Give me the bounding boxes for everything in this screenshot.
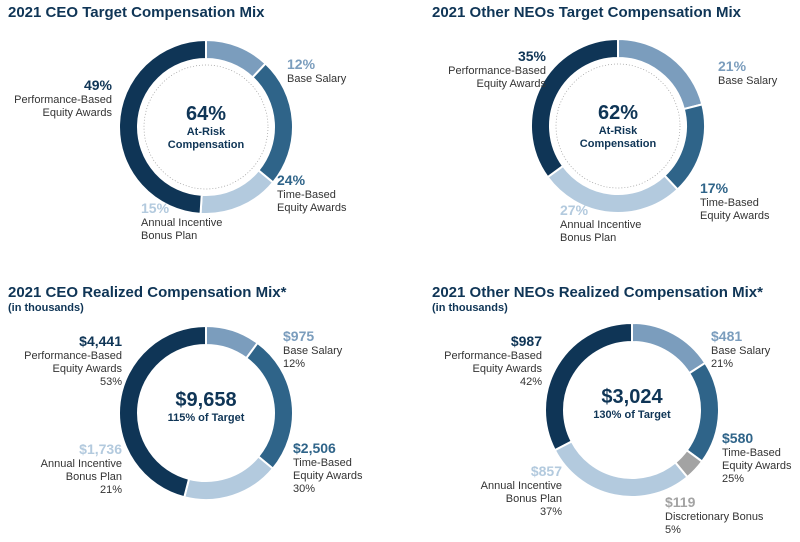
value-label: $119 bbox=[665, 494, 696, 510]
value-label: $4,441 bbox=[79, 333, 122, 349]
value-label: 27% bbox=[560, 202, 589, 218]
percent-label: 5% bbox=[665, 524, 681, 536]
segment-label: $119 Discretionary Bonus 5% bbox=[665, 494, 763, 537]
center-value: $3,024 bbox=[601, 386, 663, 408]
center-caption: 115% of Target bbox=[167, 412, 245, 424]
percent-label: 12% bbox=[283, 358, 306, 370]
segment-label: $987 Performance-Based Equity Awards 42% bbox=[444, 333, 542, 389]
value-label: 12% bbox=[287, 56, 316, 72]
value-label: $857 bbox=[530, 463, 562, 479]
donut-segment bbox=[631, 321, 707, 375]
center-value: $9,658 bbox=[175, 389, 237, 411]
percent-label: 21% bbox=[99, 484, 122, 496]
segment-label: 12% Base Salary bbox=[287, 56, 346, 86]
chart-title: 2021 Other NEOs Realized Compensation Mi… bbox=[432, 284, 763, 301]
segment-label: $975 Base Salary 12% bbox=[283, 328, 342, 371]
category-label: Annual Incentive Bonus Plan bbox=[560, 219, 642, 244]
category-label: Performance-Based Equity Awards bbox=[444, 350, 542, 375]
category-label: Base Salary bbox=[718, 75, 778, 87]
category-label: Discretionary Bonus bbox=[665, 511, 764, 523]
donut-segment bbox=[544, 321, 633, 452]
center-value: 64% bbox=[185, 103, 227, 125]
value-label: $975 bbox=[283, 328, 315, 344]
category-label: Annual Incentive Bonus Plan bbox=[40, 458, 122, 483]
category-label: Annual Incentive Bonus Plan bbox=[141, 217, 223, 242]
chart-title: 2021 CEO Realized Compensation Mix* bbox=[8, 284, 287, 301]
center-text: 64% At-Risk Compensation bbox=[136, 102, 276, 152]
segment-label: 35% Performance-Based Equity Awards bbox=[448, 48, 546, 91]
center-text: 62% At-Risk Compensation bbox=[548, 101, 688, 151]
segment-label: 15% Annual Incentive Bonus Plan bbox=[141, 200, 222, 243]
value-label: 21% bbox=[718, 58, 747, 74]
segment-label: 49% Performance-Based Equity Awards bbox=[14, 77, 112, 120]
category-label: Base Salary bbox=[283, 345, 343, 357]
chart-subtitle: (in thousands) bbox=[432, 302, 508, 314]
center-caption: At-Risk Compensation bbox=[579, 125, 657, 150]
center-text: $3,024 130% of Target bbox=[562, 385, 702, 422]
category-label: Performance-Based Equity Awards bbox=[14, 94, 112, 119]
segment-label: 27% Annual Incentive Bonus Plan bbox=[560, 202, 641, 245]
donut-segment bbox=[118, 324, 207, 499]
center-value: 62% bbox=[597, 102, 639, 124]
percent-label: 42% bbox=[519, 376, 542, 388]
donut-segment bbox=[118, 38, 207, 215]
value-label: 17% bbox=[700, 180, 729, 196]
segment-label: 17% Time-Based Equity Awards bbox=[700, 180, 770, 223]
segment-label: 21% Base Salary bbox=[718, 58, 777, 88]
percent-label: 53% bbox=[99, 376, 122, 388]
inner-dotted-ring bbox=[555, 63, 681, 189]
donut-segment bbox=[617, 37, 704, 111]
donut-segment bbox=[530, 37, 619, 179]
segment-label: $4,441 Performance-Based Equity Awards 53% bbox=[24, 333, 122, 389]
value-label: 49% bbox=[83, 77, 112, 93]
value-label: 15% bbox=[141, 200, 170, 216]
center-text: $9,658 115% of Target bbox=[136, 388, 276, 425]
segment-label: $481 Base Salary 21% bbox=[711, 328, 770, 371]
segment-label: $857 Annual Incentive Bonus Plan 37% bbox=[481, 463, 562, 519]
value-label: $580 bbox=[722, 430, 754, 446]
value-label: $481 bbox=[711, 328, 743, 344]
chart-title: 2021 CEO Target Compensation Mix bbox=[8, 4, 265, 21]
segment-label: 24% Time-Based Equity Awards bbox=[277, 172, 347, 215]
segment-label: $2,506 Time-Based Equity Awards 30% bbox=[293, 440, 363, 496]
donut-segment bbox=[183, 455, 275, 501]
segment-label: $580 Time-Based Equity Awards 25% bbox=[722, 430, 792, 486]
category-label: Performance-Based Equity Awards bbox=[448, 65, 546, 90]
category-label: Time-Based Equity Awards bbox=[277, 189, 347, 214]
percent-label: 37% bbox=[539, 506, 562, 518]
percent-label: 21% bbox=[711, 358, 734, 370]
chart-subtitle: (in thousands) bbox=[8, 302, 84, 314]
value-label: $987 bbox=[510, 333, 542, 349]
center-caption: At-Risk Compensation bbox=[167, 126, 245, 151]
chart-title: 2021 Other NEOs Target Compensation Mix bbox=[432, 4, 741, 21]
percent-label: 30% bbox=[293, 483, 316, 495]
value-label: 35% bbox=[517, 48, 546, 64]
category-label: Time-Based Equity Awards bbox=[700, 197, 770, 222]
category-label: Annual Incentive Bonus Plan bbox=[480, 480, 562, 505]
category-label: Time-Based Equity Awards bbox=[293, 457, 363, 482]
category-label: Performance-Based Equity Awards bbox=[24, 350, 122, 375]
category-label: Base Salary bbox=[287, 73, 347, 85]
category-label: Base Salary bbox=[711, 345, 771, 357]
center-caption: 130% of Target bbox=[593, 409, 671, 421]
category-label: Time-Based Equity Awards bbox=[722, 447, 792, 472]
value-label: $2,506 bbox=[293, 440, 336, 456]
percent-label: 25% bbox=[722, 473, 745, 485]
inner-dotted-ring bbox=[143, 64, 269, 190]
value-label: $1,736 bbox=[79, 441, 122, 457]
donut-segment bbox=[553, 440, 689, 498]
value-label: 24% bbox=[277, 172, 306, 188]
segment-label: $1,736 Annual Incentive Bonus Plan 21% bbox=[41, 441, 122, 497]
